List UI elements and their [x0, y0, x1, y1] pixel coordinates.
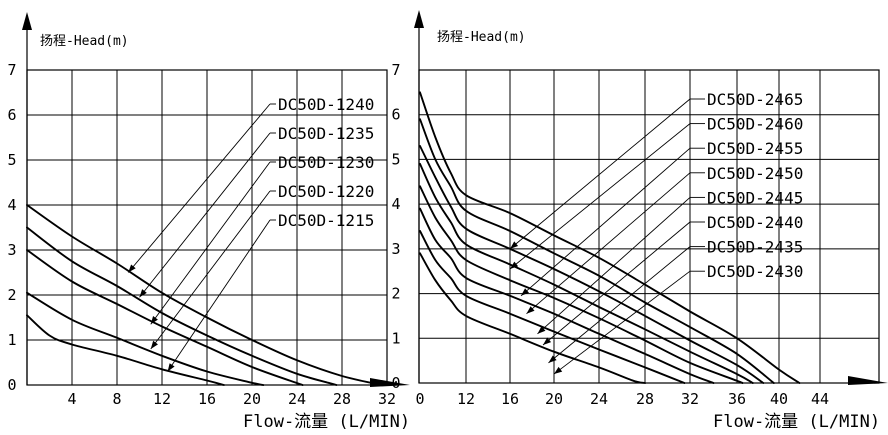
legend-label: DC50D-1240 — [278, 95, 374, 114]
y-tick-label: 3 — [391, 240, 400, 258]
y-axis-title: 扬程-Head(m) — [40, 34, 129, 49]
legend-leader-line — [139, 132, 271, 298]
x-axis-title: Flow-流量 (L/MIN) — [243, 412, 410, 432]
series-line-dc50d-2465 — [419, 91, 801, 384]
legend-leader-arrow — [139, 289, 147, 298]
legend-leader-line — [150, 161, 271, 325]
x-axis-title: Flow-流量 (L/MIN) — [713, 412, 880, 432]
y-tick-label: 0 — [7, 376, 16, 394]
legend-leader-line — [520, 147, 691, 297]
legend-leader-arrow — [526, 306, 535, 314]
x-tick-label: 0 — [415, 390, 424, 408]
x-axis-arrow — [848, 376, 888, 385]
legend-label: DC50D-2435 — [707, 238, 803, 257]
x-tick-label: 12 — [153, 390, 171, 408]
gridlines — [419, 69, 879, 383]
legend-leader-line — [537, 197, 691, 335]
x-tick-label: 20 — [545, 390, 563, 408]
series-line-dc50d-2430 — [419, 252, 646, 384]
y-axis-arrow — [414, 10, 424, 28]
y-tick-label: 2 — [7, 286, 16, 304]
legend-leader-arrow — [150, 316, 158, 325]
x-tick-label: 44 — [811, 390, 829, 408]
legend-leader-line — [553, 270, 691, 375]
legend-leader-arrow — [543, 337, 552, 345]
series-line-dc50d-1240 — [26, 204, 383, 386]
legend-label: DC50D-2450 — [707, 164, 803, 183]
legend-leader-line — [167, 219, 271, 372]
legend-leader-line — [127, 103, 271, 273]
y-tick-label: 4 — [391, 195, 400, 213]
x-tick-label: 24 — [590, 390, 608, 408]
series-line-dc50d-2445 — [419, 185, 744, 384]
y-tick-label: 2 — [391, 285, 400, 303]
x-tick-label: 32 — [681, 390, 699, 408]
legend-leader-arrow — [537, 326, 546, 334]
y-tick-label: 3 — [7, 241, 16, 259]
series-line-dc50d-1235 — [26, 226, 338, 386]
legend-label: DC50D-1215 — [278, 211, 374, 230]
legend-label: DC50D-2440 — [707, 213, 803, 232]
y-tick-label: 5 — [391, 150, 400, 168]
legend-label: DC50D-2430 — [707, 262, 803, 281]
y-axis-arrow — [22, 12, 32, 30]
series-line-dc50d-2440 — [419, 207, 715, 384]
legend-leader-arrow — [128, 264, 136, 273]
legend-leader-line — [509, 98, 691, 250]
x-tick-label: 12 — [457, 390, 475, 408]
series-line-dc50d-1230 — [26, 249, 304, 386]
legend-leader-line — [526, 172, 691, 315]
legend-leader-line — [509, 123, 691, 270]
legend-label: DC50D-1235 — [278, 124, 374, 143]
x-axis-arrow — [370, 378, 410, 387]
x-tick-label: 16 — [198, 390, 216, 408]
y-tick-label: 6 — [391, 106, 400, 124]
legend-leader-arrow — [167, 363, 175, 372]
y-axis-title: 扬程-Head(m) — [437, 30, 526, 45]
legend-leader-arrow — [521, 288, 529, 296]
series-line-dc50d-1215 — [26, 314, 225, 386]
y-tick-label: 7 — [7, 61, 16, 79]
legend-leader-line — [150, 190, 271, 350]
x-tick-label: 16 — [501, 390, 519, 408]
x-tick-label: 28 — [333, 390, 351, 408]
x-tick-label: 24 — [288, 390, 306, 408]
legend-label: DC50D-2465 — [707, 90, 803, 109]
legend-leader-line — [542, 221, 691, 346]
y-tick-label: 6 — [7, 106, 16, 124]
plot-frame — [418, 69, 880, 384]
x-tick-label: 36 — [728, 390, 746, 408]
x-tick-label: 20 — [243, 390, 261, 408]
legend-leader-arrow — [150, 340, 158, 349]
x-tick-label: 32 — [378, 390, 396, 408]
x-tick-label: 28 — [636, 390, 654, 408]
legend-label: DC50D-2460 — [707, 115, 803, 134]
y-tick-label: 1 — [7, 331, 16, 349]
series-line-dc50d-2455 — [419, 145, 765, 384]
series-line-dc50d-1220 — [26, 291, 265, 386]
y-tick-label: 0 — [391, 374, 400, 392]
legend-label: DC50D-1220 — [278, 182, 374, 201]
legend-leader-arrow — [510, 241, 519, 249]
series-line-dc50d-2450 — [419, 162, 754, 384]
y-tick-label: 5 — [7, 151, 16, 169]
x-tick-label: 4 — [67, 390, 76, 408]
y-tick-label: 7 — [391, 61, 400, 79]
legend-label: DC50D-2445 — [707, 188, 803, 207]
legend-label: DC50D-1230 — [278, 153, 374, 172]
legend-leader-line — [548, 246, 691, 364]
legend-label: DC50D-2455 — [707, 139, 803, 158]
x-tick-label: 40 — [770, 390, 788, 408]
legend-leader-arrow — [554, 366, 563, 375]
x-tick-label: 8 — [112, 390, 121, 408]
legend-leader-arrow — [548, 355, 557, 363]
series-line-dc50d-2435 — [419, 230, 686, 384]
y-tick-label: 1 — [391, 329, 400, 347]
series-line-dc50d-2460 — [419, 118, 775, 384]
gridlines — [27, 69, 388, 385]
y-tick-label: 4 — [7, 196, 16, 214]
